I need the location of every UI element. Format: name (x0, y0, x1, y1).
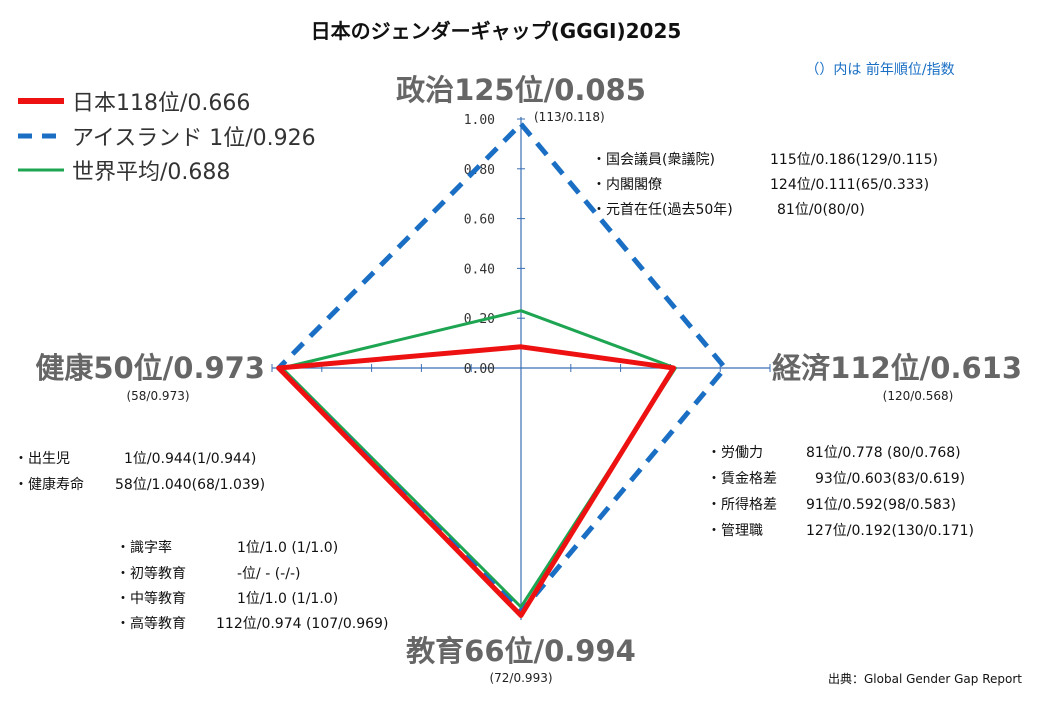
economy-item-value: 93位/0.603(83/0.619) (815, 471, 965, 487)
economy-item-value: 91位/0.592(98/0.583) (806, 497, 956, 513)
chart-title: 日本のジェンダーギャップ(GGGI)2025 (311, 19, 682, 43)
axis-prev-economy: (120/0.568) (883, 389, 954, 403)
education-item-value: 1位/1.0 (1/1.0) (237, 540, 338, 556)
politics-item-value: 115位/0.186(129/0.115) (770, 152, 938, 168)
legend-label-world: 世界平均/0.688 (72, 160, 230, 185)
axis-label-education: 教育66位/0.994 (406, 634, 636, 668)
legend: 日本118位/0.666 アイスランド 1位/0.926 世界平均/0.688 (18, 91, 316, 185)
economy-item-value: 127位/0.192(130/0.171) (806, 523, 974, 539)
education-item-value: -位/ - (-/-) (237, 566, 300, 582)
economy-item-value: 81位/0.778 (80/0.768) (806, 445, 961, 461)
series-japan (276, 344, 677, 618)
tick-label: 1.00 (464, 113, 495, 128)
politics-breakdown: ・国会議員(衆議院) 115位/0.186(129/0.115) ・内閣閣僚 1… (592, 151, 938, 218)
politics-item-value: 124位/0.111(65/0.333) (770, 177, 929, 193)
tick-label: 0.60 (464, 213, 495, 228)
series-world (280, 309, 677, 609)
note-text: （）内は 前年順位/指数 (805, 61, 954, 78)
health-item-name: ・健康寿命 (14, 476, 84, 493)
axes (271, 117, 771, 620)
legend-label-iceland: アイスランド 1位/0.926 (72, 126, 316, 151)
education-item-value: 112位/0.974 (107/0.969) (216, 616, 388, 632)
health-breakdown: ・出生児 1位/0.944(1/0.944) ・健康寿命 58位/1.040(6… (14, 451, 265, 493)
education-item-name: ・初等教育 (116, 565, 186, 582)
axis-label-politics: 政治125位/0.085 (396, 73, 646, 107)
education-item-name: ・識字率 (116, 539, 172, 556)
economy-item-name: ・所得格差 (707, 496, 777, 513)
axis-prev-health: (58/0.973) (126, 389, 189, 403)
education-item-value: 1位/1.0 (1/1.0) (237, 591, 338, 607)
health-item-name: ・出生児 (14, 451, 70, 467)
economy-item-name: ・賃金格差 (707, 471, 777, 487)
education-item-name: ・中等教育 (116, 590, 186, 607)
tick-label: 0.00 (464, 362, 495, 377)
politics-item-name: ・元首在任(過去50年) (592, 202, 733, 218)
axis-label-health: 健康50位/0.973 (35, 351, 265, 385)
axis-prev-education: (72/0.993) (489, 671, 552, 685)
health-item-value: 58位/1.040(68/1.039) (115, 477, 265, 493)
legend-label-japan: 日本118位/0.666 (72, 91, 250, 116)
politics-item-name: ・国会議員(衆議院) (592, 151, 715, 168)
economy-breakdown: ・労働力 81位/0.778 (80/0.768) ・賃金格差 93位/0.60… (707, 445, 974, 539)
economy-item-name: ・労働力 (707, 445, 763, 461)
politics-item-value: 81位/0(80/0) (777, 202, 865, 218)
education-breakdown: ・識字率 1位/1.0 (1/1.0) ・初等教育 -位/ - (-/-) ・中… (116, 539, 388, 632)
politics-item-name: ・内閣閣僚 (592, 177, 662, 193)
health-item-value: 1位/0.944(1/0.944) (124, 451, 256, 467)
education-item-name: ・高等教育 (116, 615, 186, 632)
economy-item-name: ・管理職 (707, 523, 763, 539)
tick-label: 0.40 (464, 262, 495, 277)
source-text: 出典：Global Gender Gap Report (828, 672, 1022, 686)
axis-prev-politics: (113/0.118) (534, 110, 605, 124)
axis-label-economy: 経済112位/0.613 (772, 351, 1022, 385)
